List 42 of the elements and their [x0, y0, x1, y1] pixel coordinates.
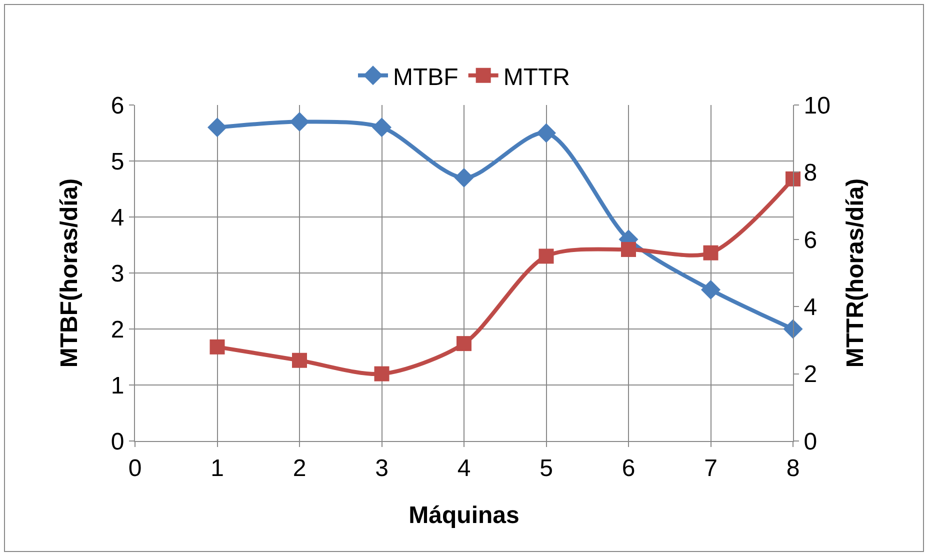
point — [621, 242, 636, 257]
y-axis-title: MTBF(horas/día) — [56, 178, 83, 368]
point — [290, 112, 310, 132]
y2-axis-title: MTTR(horas/día) — [842, 178, 869, 368]
y-tick-label: 3 — [110, 260, 124, 288]
point — [783, 319, 803, 339]
y2-tick-label: 8 — [804, 160, 818, 187]
point — [372, 118, 392, 138]
y-tick-label: 0 — [110, 428, 124, 456]
x-tick-label: 6 — [622, 454, 636, 482]
legend-label: MTBF — [393, 64, 458, 91]
y-tick-label: 1 — [110, 372, 124, 400]
point — [454, 168, 474, 188]
x-axis-title: Máquinas — [408, 502, 520, 529]
point — [538, 248, 554, 264]
x-tick-label: 8 — [786, 454, 800, 482]
y2-tick-label: 0 — [804, 428, 818, 456]
point — [208, 118, 227, 138]
x-tick-label: 5 — [540, 454, 553, 482]
x-tick-label: 0 — [128, 454, 142, 482]
point — [456, 336, 472, 352]
y2-tick-label: 10 — [804, 92, 831, 120]
point — [210, 339, 225, 354]
x-tick-label: 3 — [375, 454, 388, 482]
y2-tick-label: 6 — [804, 226, 818, 254]
x-tick-label: 7 — [704, 454, 718, 482]
point — [701, 280, 720, 300]
point — [374, 366, 390, 382]
x-tick-label: 1 — [210, 454, 224, 482]
y2-tick-label: 2 — [804, 361, 818, 388]
point — [536, 123, 556, 143]
y-tick-label: 6 — [110, 92, 124, 120]
point — [292, 352, 307, 368]
y2-tick-label: 4 — [804, 294, 818, 321]
y-tick-label: 5 — [110, 148, 124, 176]
x-tick-label: 2 — [292, 454, 306, 482]
y-tick-label: 4 — [110, 204, 124, 232]
x-tick-label: 4 — [457, 454, 471, 482]
y-tick-label: 2 — [110, 316, 124, 344]
point — [703, 245, 718, 260]
point — [786, 171, 800, 186]
legend-label: MTTR — [503, 64, 570, 91]
